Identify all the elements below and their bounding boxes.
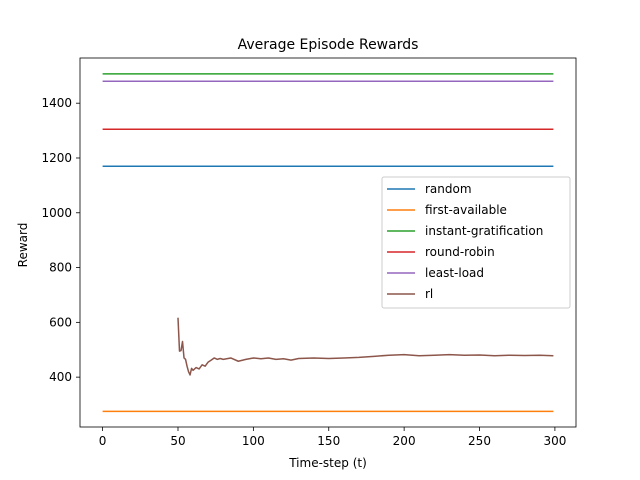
y-tick-label: 1000 — [41, 206, 72, 220]
series-line-rl — [177, 317, 554, 376]
x-tick-label: 250 — [468, 434, 491, 448]
y-tick-label: 1400 — [41, 96, 72, 110]
chart-title: Average Episode Rewards — [238, 37, 419, 53]
axes-layer: 0 50 100 150 200 250 300 400 600 800 1000 1200 1400 — [41, 57, 577, 448]
series-layer — [102, 73, 554, 413]
legend-label-least-load: least-load — [425, 266, 484, 280]
legend-box — [381, 176, 571, 309]
x-tick-label: 150 — [317, 434, 340, 448]
x-tick-label: 300 — [543, 434, 566, 448]
x-tick-label: 100 — [242, 434, 265, 448]
x-axis-label: Time-step (t) — [288, 456, 367, 470]
legend: random first-available instant-gratificati… — [381, 176, 571, 309]
y-axis-label: Reward — [16, 223, 30, 268]
y-tick-label: 800 — [49, 261, 72, 275]
legend-label-instant-gratification: instant-gratification — [425, 224, 543, 238]
legend-label-round-robin: round-robin — [425, 245, 495, 259]
y-tick-label: 400 — [49, 370, 72, 384]
x-tick-label: 0 — [99, 434, 107, 448]
y-tick-label: 1200 — [41, 151, 72, 165]
x-tick-label: 50 — [170, 434, 185, 448]
plot-frame — [79, 57, 577, 428]
legend-label-rl: rl — [425, 287, 433, 301]
x-tick-label: 200 — [393, 434, 416, 448]
legend-label-first-available: first-available — [425, 203, 507, 217]
legend-label-random: random — [425, 182, 472, 196]
y-tick-label: 600 — [49, 315, 72, 329]
